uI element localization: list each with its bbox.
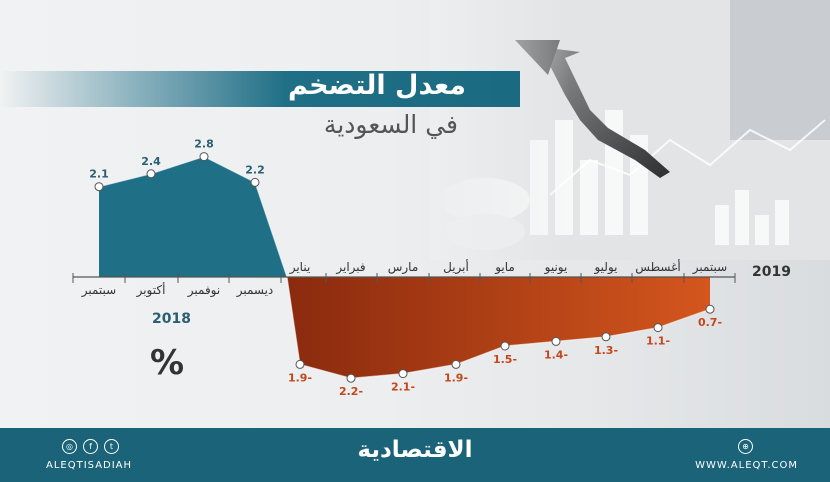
x-tick-label: يونيو bbox=[544, 260, 568, 275]
data-label: 2.2- bbox=[339, 385, 363, 398]
brand-logo: الاقتصادية bbox=[357, 437, 473, 463]
x-tick-label: مارس bbox=[388, 260, 419, 275]
x-tick-label: سبتمبر bbox=[81, 283, 116, 298]
data-point bbox=[705, 304, 715, 314]
x-tick-label: سبتمبر bbox=[692, 260, 727, 275]
title-band bbox=[0, 71, 520, 107]
page-subtitle: في السعودية bbox=[323, 110, 458, 139]
data-point bbox=[250, 177, 260, 187]
data-point bbox=[653, 323, 663, 333]
social-icons: ◎ f t bbox=[62, 439, 119, 454]
x-tick-label: نوفمبر bbox=[187, 283, 220, 298]
area-2019 bbox=[287, 277, 710, 379]
data-point bbox=[94, 182, 104, 192]
data-point bbox=[146, 169, 156, 179]
twitter-icon[interactable]: t bbox=[104, 439, 119, 454]
data-point bbox=[346, 373, 356, 383]
inflation-chart: سبتمبر أكتوبر نوفمبر ديسمبر يناير فبراير مارس أ… bbox=[72, 138, 736, 398]
x-tick-label: أكتوبر bbox=[136, 282, 166, 298]
data-point bbox=[295, 359, 305, 369]
data-point bbox=[551, 336, 561, 346]
facebook-icon[interactable]: f bbox=[83, 439, 98, 454]
x-tick-label: أبريل bbox=[443, 259, 469, 275]
background-photo bbox=[430, 0, 830, 260]
data-label: 2.1- bbox=[391, 381, 415, 394]
data-point bbox=[398, 369, 408, 379]
data-label: 2.8 bbox=[194, 138, 214, 151]
data-label: 2.2 bbox=[245, 163, 265, 176]
data-label: 1.9- bbox=[444, 371, 468, 384]
footer-bar bbox=[0, 428, 830, 482]
x-tick-label: يناير bbox=[289, 260, 311, 275]
data-point bbox=[500, 341, 510, 351]
x-tick-label: مايو bbox=[494, 260, 515, 275]
data-point bbox=[199, 152, 209, 162]
year-label-2019: 2019 bbox=[752, 264, 791, 280]
data-label: 1.1- bbox=[646, 335, 670, 348]
data-label: 1.4- bbox=[544, 348, 568, 361]
website-link[interactable]: WWW.ALEQT.COM bbox=[695, 460, 798, 471]
x-tick-label: أغسطس bbox=[635, 259, 680, 275]
data-label: 1.5- bbox=[493, 353, 517, 366]
data-label: 1.9- bbox=[288, 371, 312, 384]
x-tick-label: ديسمبر bbox=[236, 283, 274, 298]
area-2018 bbox=[99, 156, 287, 277]
year-label-2018: 2018 bbox=[152, 311, 191, 327]
page-title: معدل التضخم bbox=[287, 70, 466, 101]
instagram-icon[interactable]: ◎ bbox=[62, 439, 77, 454]
data-label: 2.4 bbox=[141, 155, 161, 168]
data-label: 0.7- bbox=[698, 316, 722, 329]
data-point bbox=[451, 359, 461, 369]
unit-label: % bbox=[150, 343, 185, 383]
globe-icon: ⊕ bbox=[738, 439, 753, 454]
data-point bbox=[601, 332, 611, 342]
data-label: 1.3- bbox=[594, 344, 618, 357]
social-handle[interactable]: ALEQTISADIAH bbox=[46, 460, 133, 471]
x-tick-label: يوليو bbox=[593, 260, 617, 275]
series-line bbox=[98, 155, 711, 379]
x-tick-label: فبراير bbox=[335, 260, 365, 275]
data-label: 2.1 bbox=[89, 168, 109, 181]
